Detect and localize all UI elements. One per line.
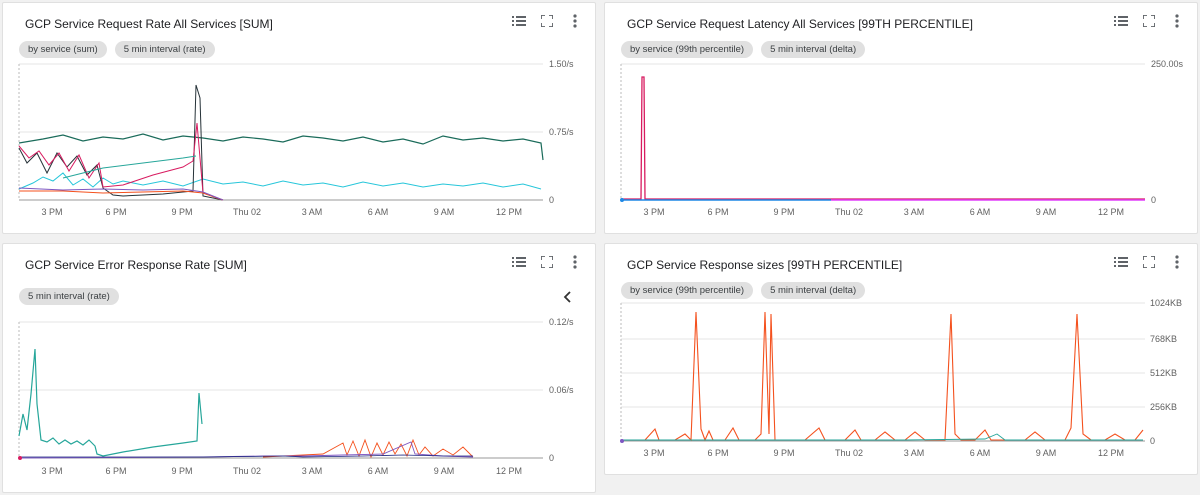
- x-tick-label: 6 AM: [970, 207, 991, 217]
- y-tick-label: 250.00s: [1151, 59, 1184, 69]
- line-chart: 1.50/s 0.75/s 0 3 PM 6 PM 9 PM Thu 02 3 …: [18, 59, 574, 217]
- panel-toolbar: [511, 13, 583, 29]
- x-tick-label: 9 PM: [773, 207, 794, 217]
- chart-panel-request-latency: GCP Service Request Latency All Services…: [604, 2, 1198, 234]
- series-line: [62, 155, 197, 179]
- series-point: [620, 198, 624, 202]
- more-vert-icon[interactable]: [567, 13, 583, 29]
- series-line: [18, 348, 203, 457]
- chevron-left-icon[interactable]: [563, 290, 573, 308]
- y-tick-label: 0: [549, 453, 554, 463]
- x-tick-label: 3 AM: [302, 466, 323, 476]
- x-tick-label: 6 AM: [368, 466, 389, 476]
- panel-toolbar: [1113, 254, 1185, 270]
- x-tick-label: 9 PM: [773, 448, 794, 458]
- x-tick-label: 12 PM: [496, 466, 522, 476]
- x-tick-label: 6 PM: [105, 207, 126, 217]
- series-line: [18, 172, 542, 190]
- x-tick-label: 12 PM: [1098, 448, 1124, 458]
- panel-title: GCP Service Request Latency All Services…: [627, 17, 973, 31]
- filter-chips: by service (99th percentile) 5 min inter…: [621, 41, 866, 58]
- y-tick-label: 0.75/s: [549, 127, 574, 137]
- chart-panel-response-sizes: GCP Service Response sizes [99TH PERCENT…: [604, 243, 1198, 475]
- filter-chips: by service (sum) 5 min interval (rate): [19, 41, 215, 58]
- y-tick-label: 0.06/s: [549, 385, 574, 395]
- more-vert-icon[interactable]: [567, 254, 583, 270]
- filter-chip[interactable]: by service (99th percentile): [621, 282, 754, 299]
- x-tick-label: 6 PM: [707, 207, 728, 217]
- chart-panel-request-rate: GCP Service Request Rate All Services [S…: [2, 2, 596, 234]
- series-line: [18, 441, 474, 459]
- more-vert-icon[interactable]: [1169, 254, 1185, 270]
- panel-title: GCP Service Request Rate All Services [S…: [25, 17, 273, 31]
- filter-chip[interactable]: 5 min interval (rate): [19, 288, 119, 305]
- series-line: [262, 438, 474, 459]
- line-chart: 1024KB 768KB 512KB 256KB 0 3 PM 6 PM 9 P…: [620, 298, 1182, 458]
- panel-title: GCP Service Response sizes [99TH PERCENT…: [627, 258, 903, 272]
- x-tick-label: 3 AM: [302, 207, 323, 217]
- x-tick-label: 9 AM: [434, 207, 455, 217]
- y-tick-label: 256KB: [1150, 402, 1177, 412]
- x-tick-label: 3 PM: [41, 207, 62, 217]
- series-point: [18, 456, 22, 460]
- panel-title: GCP Service Error Response Rate [SUM]: [25, 258, 247, 272]
- filter-chips: 5 min interval (rate): [19, 288, 119, 305]
- more-vert-icon[interactable]: [1169, 13, 1185, 29]
- y-tick-label: 0: [1151, 195, 1156, 205]
- x-tick-label: 9 AM: [1036, 207, 1057, 217]
- x-tick-label: 6 AM: [970, 448, 991, 458]
- y-tick-label: 0: [1150, 436, 1155, 446]
- x-tick-label: 3 PM: [643, 207, 664, 217]
- line-chart: 0.12/s 0.06/s 0 3 PM 6 PM 9 PM Thu 02 3 …: [18, 317, 574, 476]
- x-tick-label: 6 PM: [707, 448, 728, 458]
- filter-chip[interactable]: by service (99th percentile): [621, 41, 754, 58]
- x-tick-label: 12 PM: [496, 207, 522, 217]
- list-icon[interactable]: [511, 13, 527, 29]
- x-tick-label: 12 PM: [1098, 207, 1124, 217]
- y-tick-label: 1024KB: [1150, 298, 1182, 308]
- y-tick-label: 1.50/s: [549, 59, 574, 69]
- series-line: [18, 84, 224, 201]
- y-tick-label: 512KB: [1150, 368, 1177, 378]
- x-tick-label: 9 PM: [171, 207, 192, 217]
- y-tick-label: 0: [549, 195, 554, 205]
- line-chart: 250.00s 0 3 PM 6 PM 9 PM Thu 02 3 AM 6 A…: [620, 59, 1184, 217]
- x-tick-label: 9 PM: [171, 466, 192, 476]
- chart-panel-error-rate: GCP Service Error Response Rate [SUM] 5 …: [2, 243, 596, 493]
- series-line: [621, 433, 1143, 441]
- y-tick-label: 768KB: [1150, 334, 1177, 344]
- filter-chip[interactable]: by service (sum): [19, 41, 107, 58]
- x-tick-label: Thu 02: [233, 466, 261, 476]
- list-icon[interactable]: [1113, 13, 1129, 29]
- panel-toolbar: [511, 254, 583, 270]
- series-point: [620, 439, 624, 443]
- x-tick-label: 3 PM: [41, 466, 62, 476]
- x-tick-label: 3 AM: [904, 448, 925, 458]
- x-tick-label: 6 AM: [368, 207, 389, 217]
- series-line: [19, 190, 224, 201]
- series-line: [18, 133, 544, 161]
- x-tick-label: Thu 02: [233, 207, 261, 217]
- x-tick-label: 3 AM: [904, 207, 925, 217]
- x-tick-label: Thu 02: [835, 207, 863, 217]
- series-line: [621, 311, 1144, 442]
- x-tick-label: 9 AM: [1036, 448, 1057, 458]
- series-line: [18, 122, 224, 201]
- x-tick-label: 3 PM: [643, 448, 664, 458]
- filter-chips: by service (99th percentile) 5 min inter…: [621, 282, 866, 299]
- list-icon[interactable]: [1113, 254, 1129, 270]
- series-line: [18, 187, 224, 201]
- y-tick-label: 0.12/s: [549, 317, 574, 327]
- x-tick-label: Thu 02: [835, 448, 863, 458]
- list-icon[interactable]: [511, 254, 527, 270]
- series-line: [19, 454, 473, 458]
- filter-chip[interactable]: 5 min interval (rate): [114, 41, 215, 58]
- filter-chip[interactable]: 5 min interval (delta): [761, 41, 866, 58]
- panel-toolbar: [1113, 13, 1185, 29]
- x-tick-label: 9 AM: [434, 466, 455, 476]
- filter-chip[interactable]: 5 min interval (delta): [761, 282, 866, 299]
- series-line: [621, 76, 1145, 200]
- x-tick-label: 6 PM: [105, 466, 126, 476]
